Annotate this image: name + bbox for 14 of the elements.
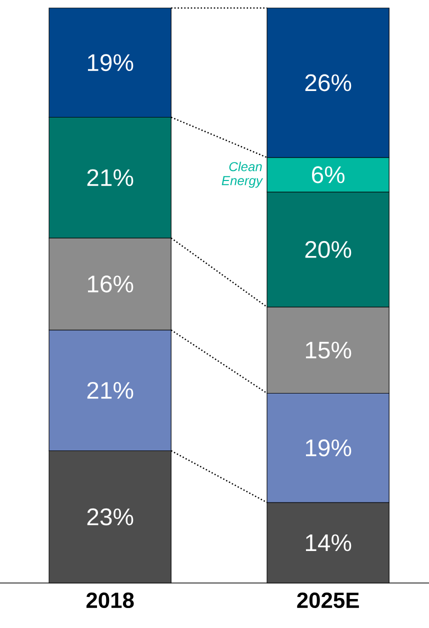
series-label: Clean Energy <box>222 162 264 188</box>
data-label: 14% <box>306 534 352 552</box>
data-label: 20% <box>305 241 352 258</box>
data-label: 6% <box>312 166 344 184</box>
data-label: 16% <box>88 276 134 292</box>
data-label: 21% <box>87 382 134 399</box>
data-label: 15% <box>306 342 352 359</box>
data-label: 19% <box>88 54 134 72</box>
x-tick-label: 2025E <box>297 592 359 608</box>
data-label: 19% <box>306 439 352 456</box>
x-tick-label: 2018 <box>86 592 134 608</box>
data-label: 26% <box>305 74 352 92</box>
data-label: 23% <box>87 508 134 526</box>
data-label: 21% <box>87 169 134 186</box>
